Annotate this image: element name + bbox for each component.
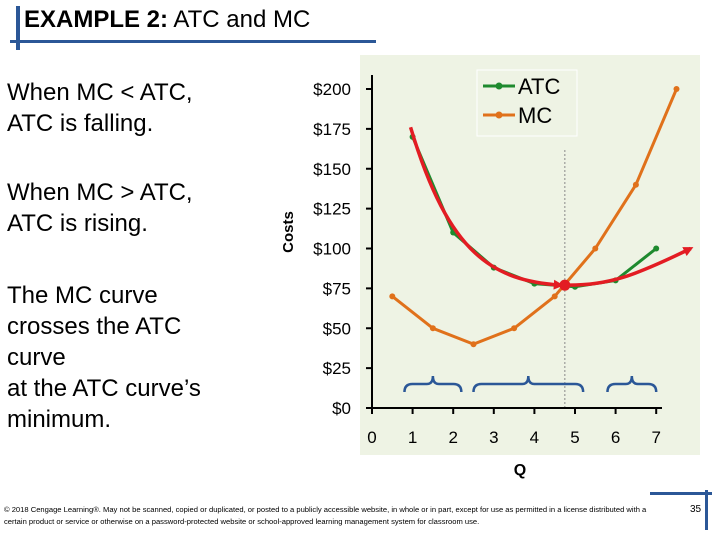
note-line: When MC > ATC, xyxy=(7,179,193,206)
mc-point xyxy=(673,86,680,92)
x-tick-label: 0 xyxy=(367,428,376,447)
x-tick-label: 3 xyxy=(489,428,498,447)
mc-point xyxy=(632,181,639,188)
q-range-brace xyxy=(606,375,658,393)
legend-atc-label: ATC xyxy=(518,74,560,99)
note-line: curve xyxy=(7,344,66,371)
legend-mc-label: MC xyxy=(518,103,552,128)
y-tick-label: $0 xyxy=(332,399,351,418)
x-tick-label: 6 xyxy=(611,428,620,447)
min-atc-point xyxy=(559,279,571,291)
x-tick-label: 4 xyxy=(530,428,539,447)
mc-point xyxy=(551,293,558,300)
y-tick-label: $150 xyxy=(313,160,351,179)
x-axis-title: Q xyxy=(514,462,526,479)
note-line: crosses the ATC xyxy=(7,313,182,340)
mc-point xyxy=(470,341,477,348)
note-line: When MC < ATC, xyxy=(7,79,193,106)
note-line: The MC curve xyxy=(7,282,158,309)
title-prefix: EXAMPLE 2: xyxy=(24,6,169,33)
atc-falling-arrow xyxy=(408,126,564,290)
y-tick-label: $200 xyxy=(313,80,351,99)
x-tick-label: 7 xyxy=(651,428,660,447)
page-number: 35 xyxy=(690,504,702,515)
note-line: at the ATC curve’s xyxy=(7,375,201,402)
corner-accent-vertical xyxy=(705,490,708,530)
y-tick-label: $25 xyxy=(323,359,351,378)
mc-point xyxy=(592,245,599,252)
note-falling: When MC < ATC, ATC is falling. xyxy=(7,77,193,139)
copyright-footer: © 2018 Cengage Learning®. May not be sca… xyxy=(4,505,647,526)
q-range-brace xyxy=(403,375,463,393)
chart-legend xyxy=(476,69,578,137)
note-line: ATC is falling. xyxy=(7,110,154,137)
mc-line xyxy=(391,88,678,346)
y-tick-label: $50 xyxy=(323,319,351,338)
mc-point xyxy=(389,293,396,300)
mc-point xyxy=(429,325,436,332)
note-rising: When MC > ATC, ATC is rising. xyxy=(7,177,193,239)
note-crossing: The MC curve crosses the ATC curve at th… xyxy=(7,280,201,435)
x-tick-label: 2 xyxy=(448,428,457,447)
corner-accent-horizontal xyxy=(650,492,712,495)
y-tick-label: $125 xyxy=(313,200,351,219)
atc-rising-arrow xyxy=(568,246,694,287)
atc-point xyxy=(653,245,660,252)
note-line: minimum. xyxy=(7,406,112,433)
title-underline xyxy=(10,40,376,43)
q-range-brace xyxy=(472,375,585,393)
slide-title: EXAMPLE 2: ATC and MC xyxy=(0,0,720,52)
title-accent-bar xyxy=(16,6,20,50)
title-main: ATC and MC xyxy=(173,6,311,33)
y-tick-label: $100 xyxy=(313,240,351,259)
legend-mc-marker xyxy=(495,111,503,119)
y-axis-title: Costs xyxy=(280,211,297,253)
legend-atc-marker xyxy=(495,82,503,90)
x-tick-label: 1 xyxy=(408,428,417,447)
y-tick-label: $175 xyxy=(313,120,351,139)
mc-point xyxy=(511,325,518,332)
title-text: EXAMPLE 2: ATC and MC xyxy=(24,6,310,34)
x-tick-label: 5 xyxy=(570,428,579,447)
note-line: ATC is rising. xyxy=(7,210,148,237)
y-tick-label: $75 xyxy=(323,279,351,298)
